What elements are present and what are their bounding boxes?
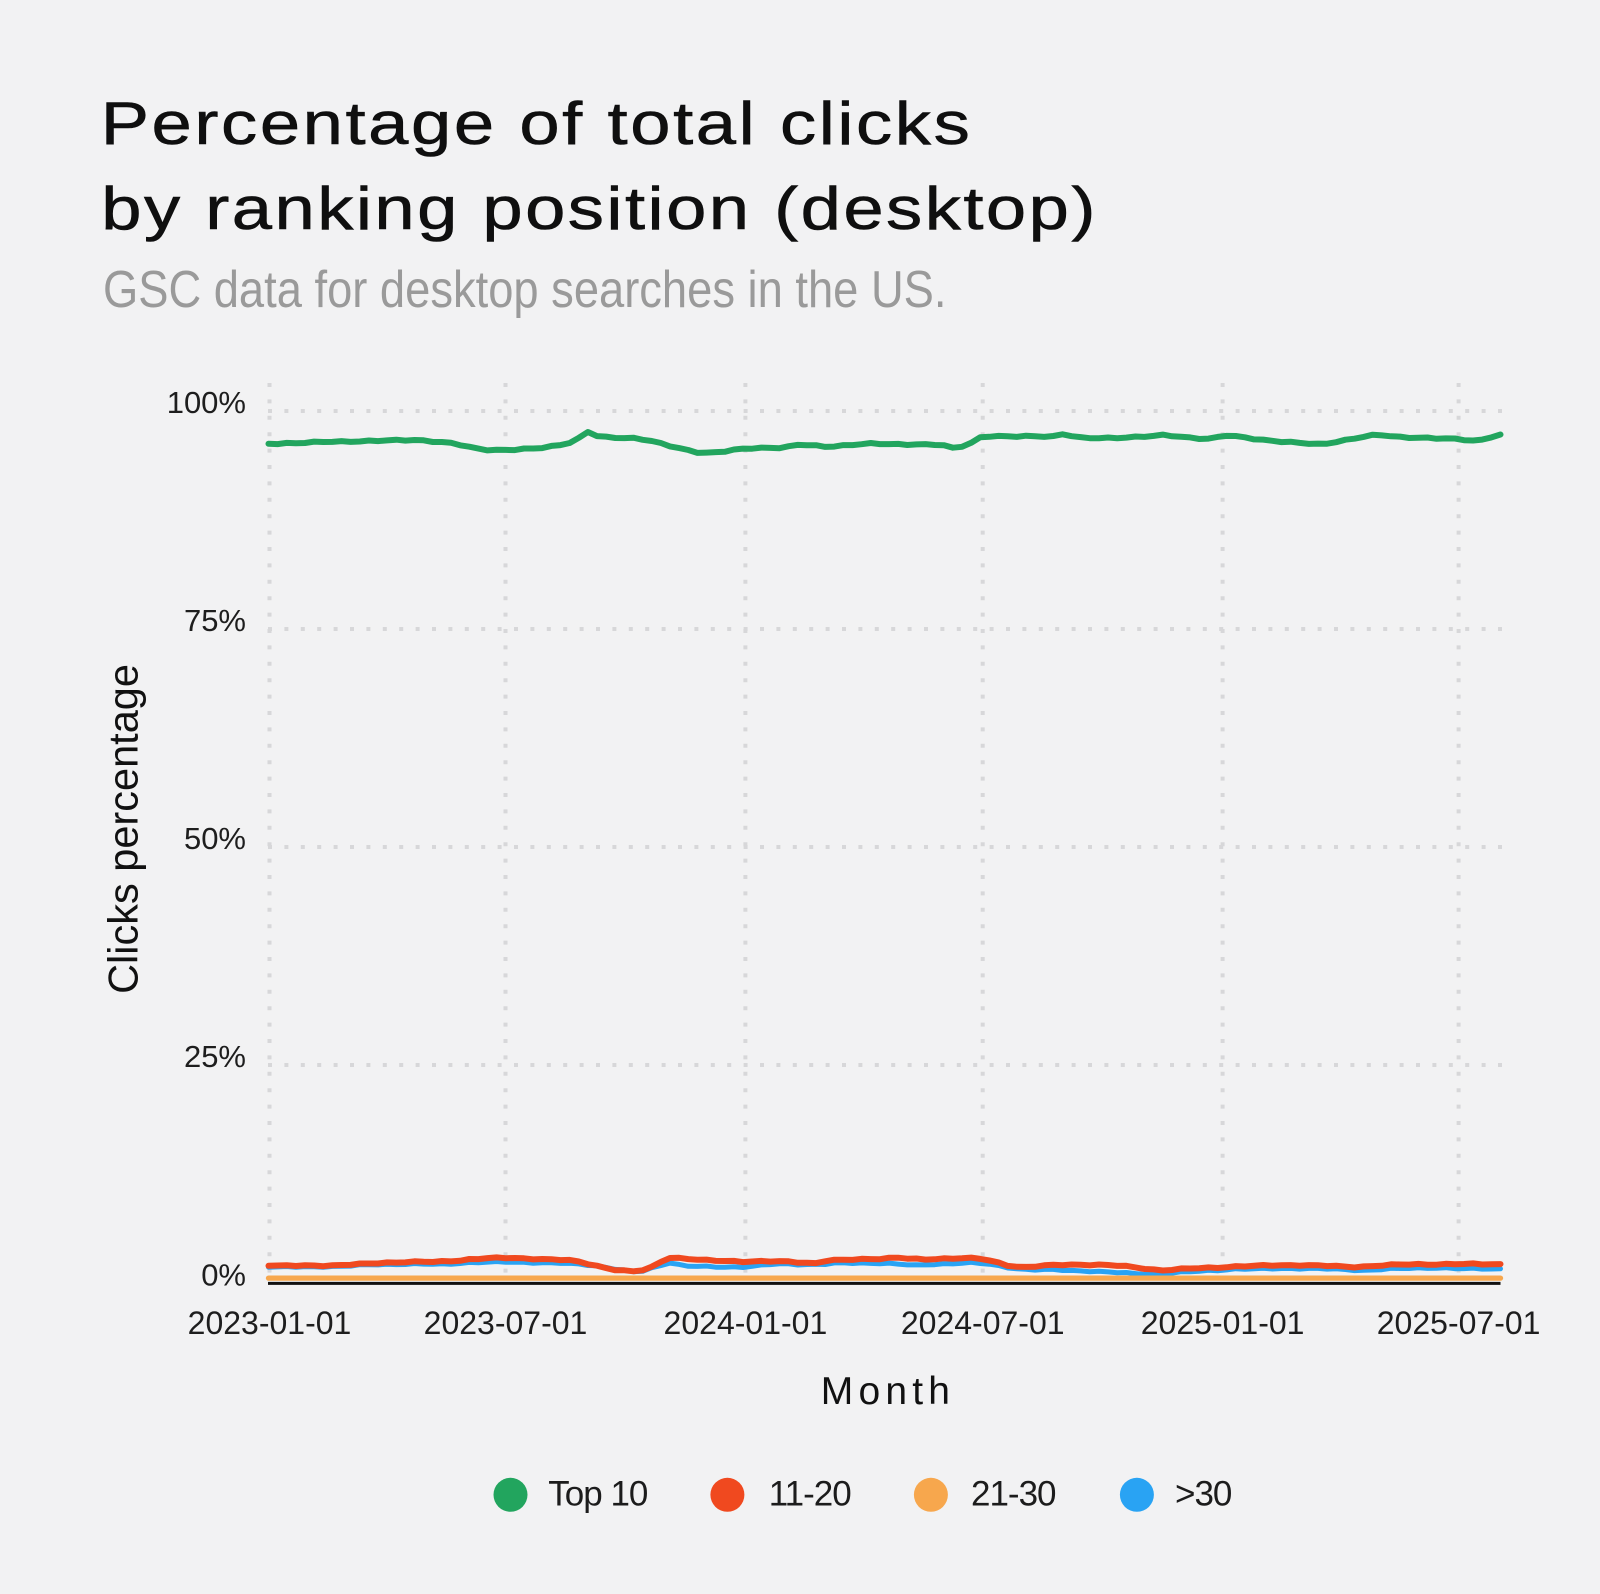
svg-text:2024-01-01: 2024-01-01 bbox=[664, 1305, 828, 1341]
svg-text:0%: 0% bbox=[201, 1258, 246, 1293]
svg-text:GSC data for desktop searches: GSC data for desktop searches in the US. bbox=[103, 261, 946, 318]
svg-text:Clicks percentage: Clicks percentage bbox=[100, 664, 147, 994]
svg-text:75%: 75% bbox=[184, 603, 246, 638]
svg-text:21-30: 21-30 bbox=[971, 1475, 1056, 1514]
svg-text:2025-07-01: 2025-07-01 bbox=[1377, 1305, 1541, 1341]
svg-text:100%: 100% bbox=[167, 385, 246, 420]
svg-text:2023-01-01: 2023-01-01 bbox=[188, 1305, 352, 1341]
svg-text:2024-07-01: 2024-07-01 bbox=[901, 1305, 1065, 1341]
svg-text:Top 10: Top 10 bbox=[548, 1475, 648, 1514]
svg-text:25%: 25% bbox=[184, 1039, 246, 1074]
svg-text:Month: Month bbox=[821, 1370, 955, 1413]
svg-text:Percentage of total clicks: Percentage of total clicks bbox=[101, 91, 973, 158]
svg-text:50%: 50% bbox=[184, 821, 246, 856]
svg-text:2023-07-01: 2023-07-01 bbox=[424, 1305, 588, 1341]
svg-text:11-20: 11-20 bbox=[769, 1475, 851, 1514]
svg-text:>30: >30 bbox=[1175, 1475, 1232, 1514]
svg-text:by ranking position (desktop): by ranking position (desktop) bbox=[101, 176, 1098, 243]
svg-text:2025-01-01: 2025-01-01 bbox=[1141, 1305, 1305, 1341]
